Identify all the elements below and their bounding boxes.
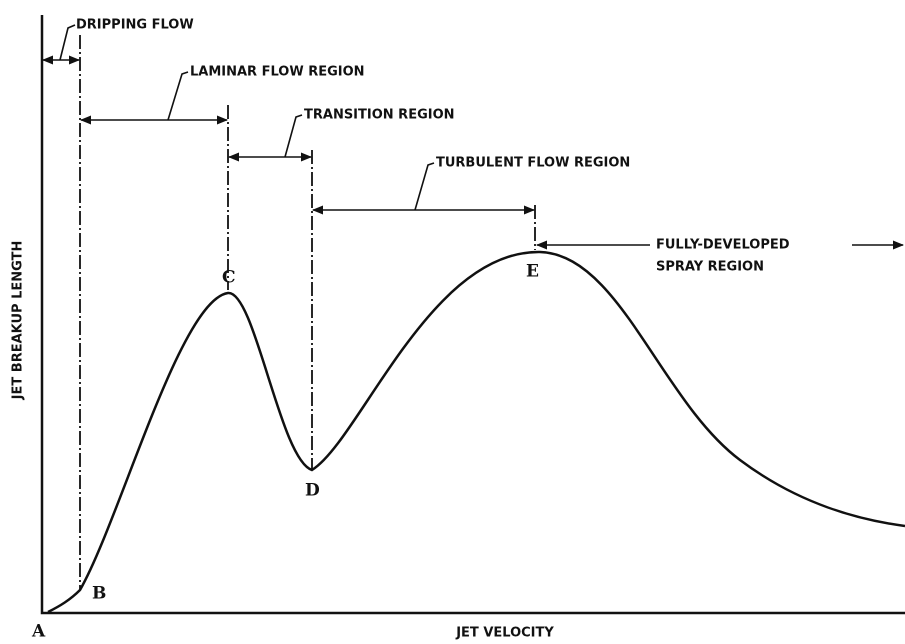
y-axis-label: JET BREAKUP LENGTH bbox=[11, 241, 26, 401]
x-axis-label: JET VELOCITY bbox=[455, 626, 554, 641]
point-label: A bbox=[31, 622, 46, 642]
point-label: D bbox=[305, 481, 320, 501]
axes bbox=[40, 15, 905, 615]
region-label: LAMINAR FLOW REGION bbox=[190, 65, 365, 80]
region-label: SPRAY REGION bbox=[656, 260, 764, 275]
point-label: C bbox=[222, 268, 236, 288]
point-label: B bbox=[92, 584, 106, 604]
dimension-lines bbox=[41, 24, 905, 250]
region-label: FULLY-DEVELOPED bbox=[656, 238, 790, 253]
region-label: TURBULENT FLOW REGION bbox=[436, 156, 630, 171]
point-label: E bbox=[526, 262, 539, 282]
curve bbox=[47, 250, 905, 614]
region-label: TRANSITION REGION bbox=[304, 108, 455, 123]
region-label: DRIPPING FLOW bbox=[76, 18, 194, 33]
